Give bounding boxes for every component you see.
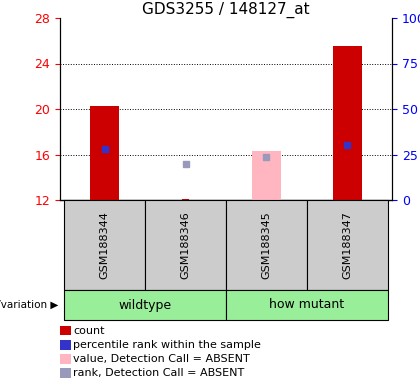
Bar — [90, 106, 119, 200]
Text: GSM188347: GSM188347 — [342, 211, 352, 279]
Bar — [333, 46, 362, 200]
Text: wildtype: wildtype — [118, 298, 172, 311]
Text: GSM188344: GSM188344 — [100, 211, 110, 279]
Text: rank, Detection Call = ABSENT: rank, Detection Call = ABSENT — [74, 368, 245, 378]
Text: genotype/variation ▶: genotype/variation ▶ — [0, 300, 58, 310]
Text: GSM188346: GSM188346 — [181, 211, 191, 279]
Text: value, Detection Call = ABSENT: value, Detection Call = ABSENT — [74, 354, 250, 364]
Bar — [182, 199, 189, 200]
Bar — [252, 151, 281, 200]
Text: count: count — [74, 326, 105, 336]
Title: GDS3255 / 148127_at: GDS3255 / 148127_at — [142, 2, 310, 18]
Text: how mutant: how mutant — [269, 298, 344, 311]
Text: percentile rank within the sample: percentile rank within the sample — [74, 340, 261, 350]
Text: GSM188345: GSM188345 — [262, 211, 271, 279]
